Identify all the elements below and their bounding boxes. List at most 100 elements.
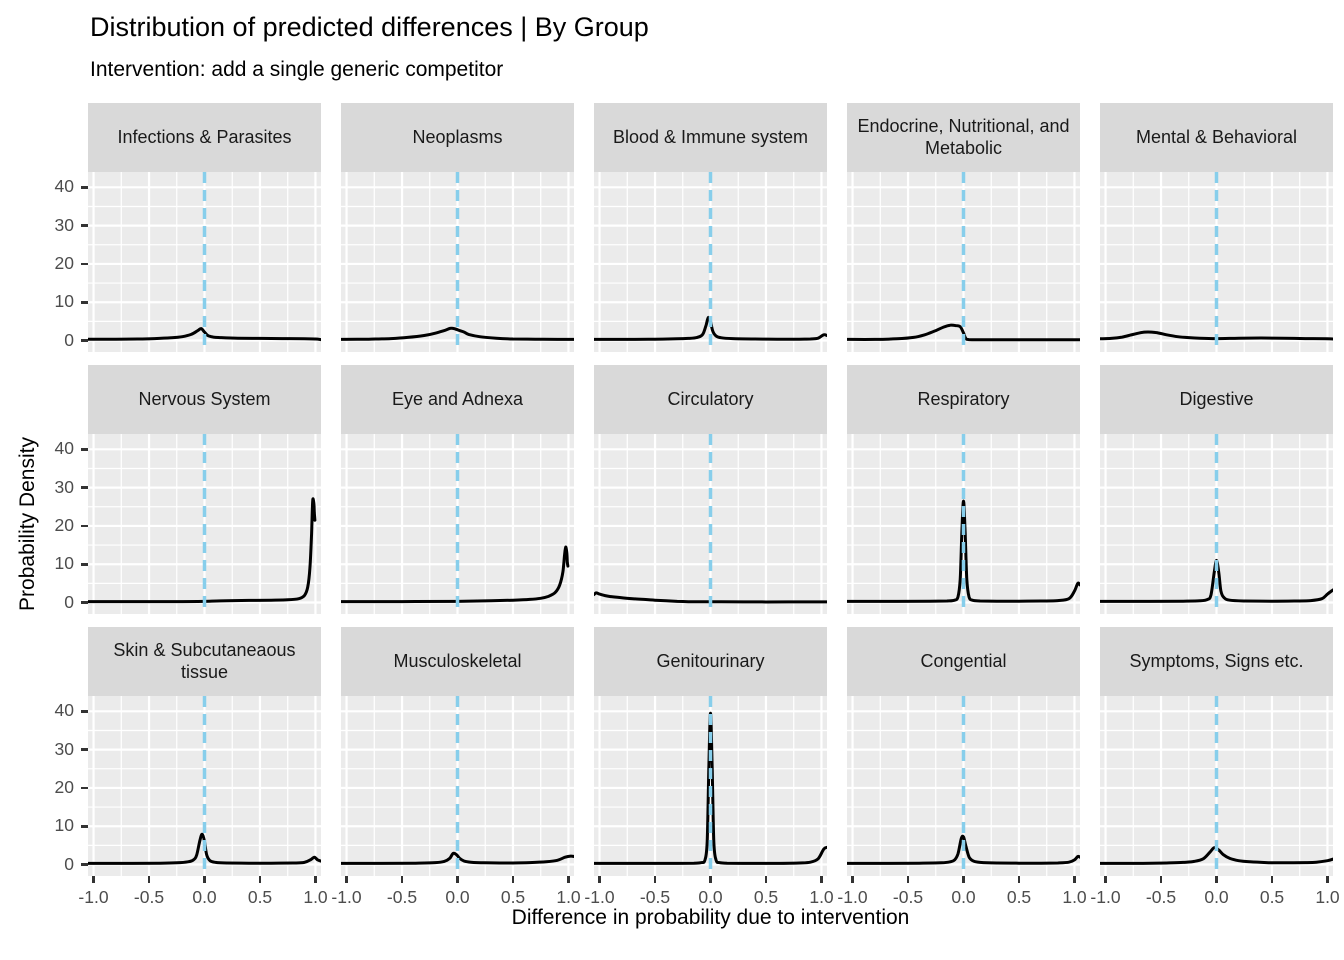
density-curve (86, 327, 323, 342)
x-tick (400, 876, 404, 883)
x-tick (820, 876, 823, 883)
x-tick (653, 876, 657, 883)
x-tick-label: 0.0 (951, 887, 976, 907)
y-tick-label: 0 (64, 591, 74, 612)
y-tick-label: 40 (54, 700, 74, 721)
x-tick (1215, 876, 1218, 883)
facet-panel (339, 434, 574, 614)
density-curve (845, 323, 1082, 342)
facet-panel (86, 696, 323, 876)
facet-panel (86, 172, 323, 352)
density-curve (845, 834, 1082, 865)
y-tick (81, 601, 88, 604)
facet-strip: Skin & Subcutaneaous tissue (88, 627, 321, 696)
y-tick-label: 10 (54, 815, 74, 836)
x-tick-label: -1.0 (331, 887, 362, 907)
facet-panel-svg (592, 434, 829, 614)
facet-panel (1098, 696, 1335, 876)
x-tick (314, 876, 317, 883)
x-tick (709, 876, 712, 883)
density-curve (339, 851, 576, 865)
facet-panel-svg (86, 434, 321, 614)
facet-strip-label: Symptoms, Signs etc. (1129, 650, 1304, 671)
x-tick (851, 876, 854, 883)
y-tick (81, 186, 88, 189)
facet-strip: Endocrine, Nutritional, and Metabolic (847, 103, 1080, 172)
x-tick-label: 0.5 (247, 887, 273, 907)
y-tick (81, 524, 88, 528)
facet-strip-label: Neoplasms (412, 126, 503, 147)
facet-panel (592, 172, 829, 352)
y-tick-label: 20 (54, 252, 74, 273)
x-tick (906, 876, 910, 883)
facet-panel (592, 434, 829, 614)
facet-strip: Genitourinary (594, 627, 827, 696)
facet-panel (845, 696, 1082, 876)
x-tick (1017, 876, 1021, 883)
x-tick (456, 876, 459, 883)
facet-strip: Respiratory (847, 365, 1080, 434)
facet-strip: Musculoskeletal (341, 627, 574, 696)
y-tick-label: 40 (54, 438, 74, 459)
x-tick-label: 0.5 (753, 887, 779, 907)
facet-strip: Mental & Behavioral (1100, 103, 1333, 172)
facet-panel (339, 172, 576, 352)
y-tick (81, 748, 88, 751)
facet-panel-svg (339, 434, 574, 614)
y-tick (81, 786, 88, 790)
x-tick-label: -1.0 (837, 887, 868, 907)
facet-panel (1098, 172, 1335, 352)
x-tick (258, 876, 262, 883)
facet-panel-svg (1098, 696, 1335, 876)
facet-strip-label: Respiratory (917, 388, 1010, 409)
density-curve (339, 326, 576, 341)
facet-strip-label: Blood & Immune system (612, 126, 809, 147)
y-tick (81, 448, 88, 451)
density-curve (592, 591, 829, 604)
y-tick (81, 563, 88, 566)
facet-strip: Neoplasms (341, 103, 574, 172)
facet-panel (1098, 434, 1335, 614)
facet-strip: Circulatory (594, 365, 827, 434)
facet-panel-svg (592, 696, 829, 876)
y-tick (81, 825, 88, 828)
facet-strip: Blood & Immune system (594, 103, 827, 172)
facet-strip: Infections & Parasites (88, 103, 321, 172)
y-tick-label: 10 (54, 553, 74, 574)
chart-title: Distribution of predicted differences | … (90, 12, 649, 42)
x-tick-label: -0.5 (1145, 887, 1177, 907)
facet-panel (339, 696, 576, 876)
density-curve (1098, 846, 1335, 865)
facet-strip: Digestive (1100, 365, 1333, 434)
x-tick-label: 1.0 (303, 887, 328, 907)
x-tick-label: 1.0 (556, 887, 581, 907)
x-tick-label: 1.0 (809, 887, 834, 907)
facet-strip-label: Circulatory (667, 388, 754, 409)
facet-strip-label: Eye and Adnexa (391, 388, 524, 409)
facet-panel (592, 696, 829, 876)
x-tick (1326, 876, 1329, 883)
x-tick (1073, 876, 1076, 883)
y-tick (81, 863, 88, 866)
x-tick (567, 876, 570, 883)
facet-panel (845, 172, 1082, 352)
x-tick (1159, 876, 1163, 883)
density-curve (1098, 330, 1335, 341)
x-tick (598, 876, 601, 883)
y-tick (81, 710, 88, 713)
facet-strip-label: Skin & Subcutaneaous tissue (113, 639, 296, 682)
x-tick-label: -0.5 (892, 887, 924, 907)
facet-panel-svg (845, 434, 1082, 614)
density-curve (845, 499, 1082, 603)
density-curve (339, 545, 570, 604)
y-tick-label: 20 (54, 514, 74, 535)
y-tick-label: 20 (54, 776, 74, 797)
density-curve (1098, 558, 1335, 603)
x-tick (345, 876, 348, 883)
y-tick (81, 224, 88, 227)
y-tick (81, 262, 88, 266)
x-tick-label: -0.5 (639, 887, 671, 907)
y-tick-label: 40 (54, 176, 74, 197)
x-tick-label: 0.0 (445, 887, 470, 907)
y-tick-label: 0 (64, 853, 74, 874)
